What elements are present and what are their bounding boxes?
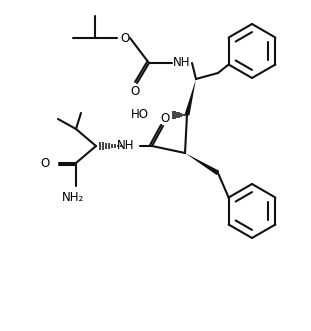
Text: O: O [41,157,50,169]
Text: HO: HO [131,108,149,120]
Text: NH: NH [117,138,134,152]
Polygon shape [184,79,196,116]
Text: O: O [130,84,140,98]
Text: O: O [120,31,130,44]
Polygon shape [185,153,219,175]
Text: NH: NH [173,56,191,69]
Text: O: O [160,112,169,124]
Text: NH₂: NH₂ [62,191,84,204]
